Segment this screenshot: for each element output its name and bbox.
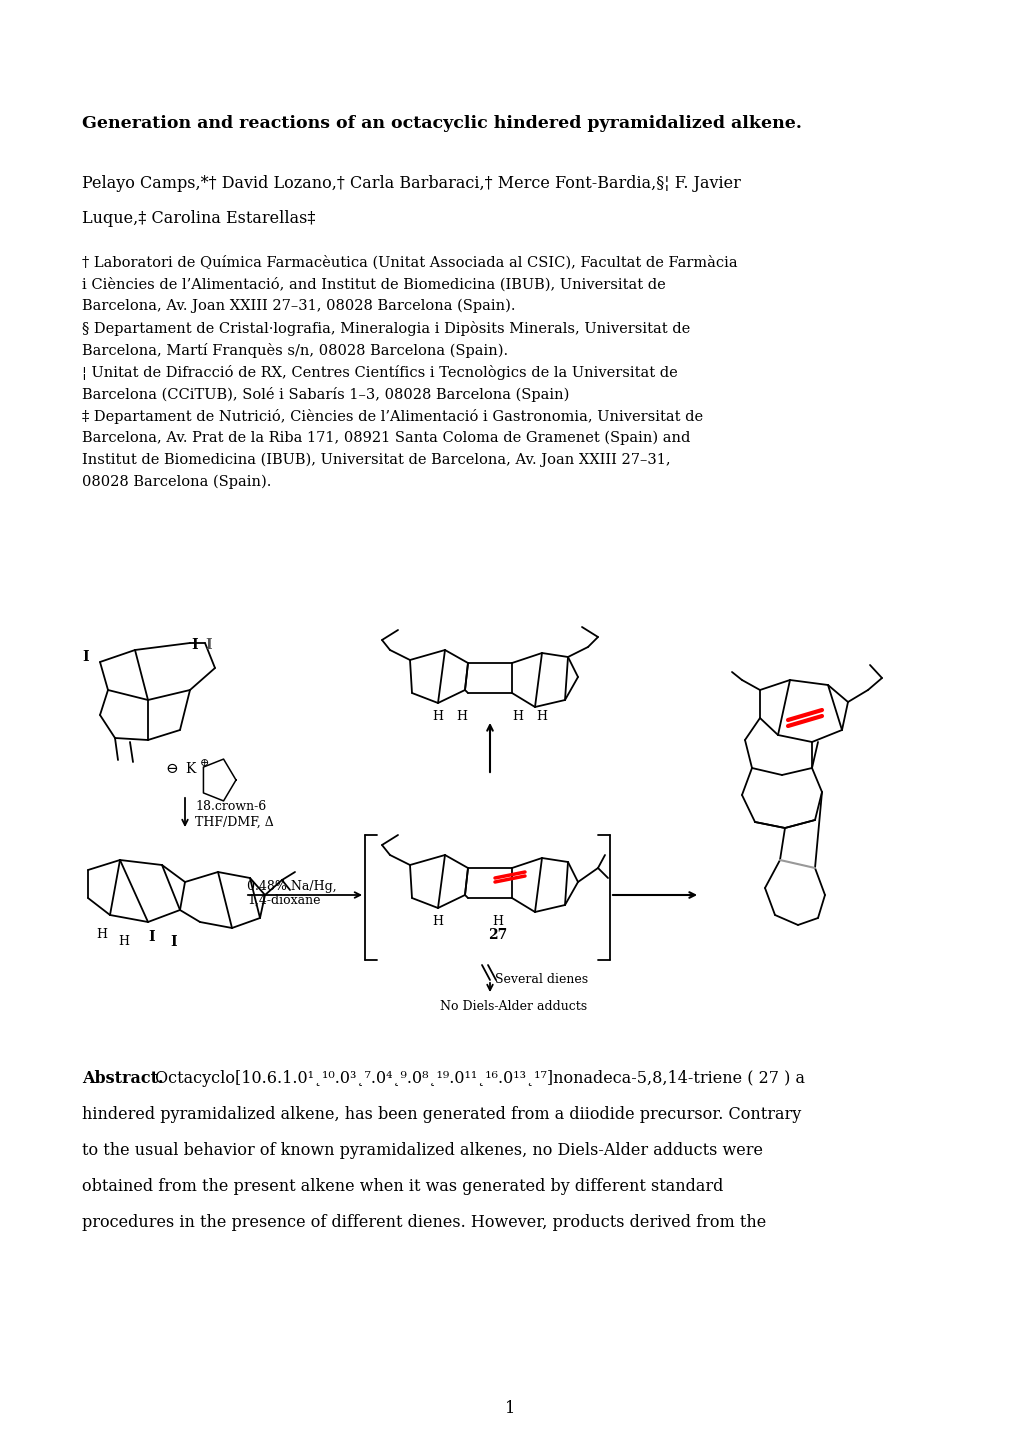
Text: to the usual behavior of known pyramidalized alkenes, no Diels-Alder adducts wer: to the usual behavior of known pyramidal… — [82, 1142, 762, 1159]
Text: Luque,‡ Carolina Estarellas‡: Luque,‡ Carolina Estarellas‡ — [82, 211, 315, 226]
Text: hindered pyramidalized alkene, has been generated from a diiodide precursor. Con: hindered pyramidalized alkene, has been … — [82, 1106, 801, 1123]
Text: No Diels-Alder adducts: No Diels-Alder adducts — [439, 999, 587, 1012]
Text: Pelayo Camps,*† David Lozano,† Carla Barbaraci,† Merce Font-Bardia,§¦ F. Javier: Pelayo Camps,*† David Lozano,† Carla Bar… — [82, 174, 740, 192]
Text: H: H — [96, 929, 107, 942]
Text: H: H — [512, 709, 523, 722]
Text: 1: 1 — [504, 1400, 515, 1417]
Text: ⊖: ⊖ — [165, 761, 177, 776]
Text: H: H — [432, 916, 443, 929]
Text: procedures in the presence of different dienes. However, products derived from t: procedures in the presence of different … — [82, 1214, 765, 1231]
Text: I: I — [205, 637, 211, 652]
Text: H: H — [492, 916, 503, 929]
Text: Barcelona, Av. Joan XXIII 27–31, 08028 Barcelona (Spain).: Barcelona, Av. Joan XXIII 27–31, 08028 B… — [82, 298, 515, 313]
Text: obtained from the present alkene when it was generated by different standard: obtained from the present alkene when it… — [82, 1178, 722, 1195]
Text: Barcelona, Martí Franquès s/n, 08028 Barcelona (Spain).: Barcelona, Martí Franquès s/n, 08028 Bar… — [82, 343, 507, 358]
Text: 0.48% Na/Hg,: 0.48% Na/Hg, — [247, 880, 336, 893]
Text: H: H — [536, 709, 547, 722]
Text: 27: 27 — [488, 929, 507, 942]
Text: Barcelona (CCiTUB), Solé i Sabarís 1–3, 08028 Barcelona (Spain): Barcelona (CCiTUB), Solé i Sabarís 1–3, … — [82, 386, 569, 402]
Text: THF/DMF, Δ: THF/DMF, Δ — [195, 816, 273, 829]
Text: 08028 Barcelona (Spain).: 08028 Barcelona (Spain). — [82, 474, 271, 489]
Text: I: I — [170, 934, 176, 949]
Text: Generation and reactions of an octacyclic hindered pyramidalized alkene.: Generation and reactions of an octacycli… — [82, 115, 801, 133]
Text: i Ciències de l’Alimentació, and Institut de Biomedicina (IBUB), Universitat de: i Ciències de l’Alimentació, and Institu… — [82, 277, 665, 291]
Text: H: H — [118, 934, 128, 947]
Text: ⊕: ⊕ — [200, 758, 209, 769]
Text: K: K — [184, 761, 196, 776]
Text: Abstract.: Abstract. — [82, 1070, 163, 1087]
Text: ¦ Unitat de Difracció de RX, Centres Científics i Tecnològics de la Universitat : ¦ Unitat de Difracció de RX, Centres Cie… — [82, 365, 677, 381]
Text: I: I — [82, 650, 89, 663]
Text: I: I — [191, 637, 198, 652]
Text: § Departament de Cristal·lografia, Mineralogia i Dipòsits Minerals, Universitat : § Departament de Cristal·lografia, Miner… — [82, 322, 690, 336]
Text: H: H — [457, 709, 467, 722]
Text: Barcelona, Av. Prat de la Riba 171, 08921 Santa Coloma de Gramenet (Spain) and: Barcelona, Av. Prat de la Riba 171, 0892… — [82, 431, 690, 446]
Text: I: I — [148, 930, 155, 945]
Text: 1,4-dioxane: 1,4-dioxane — [247, 894, 320, 907]
Text: H: H — [432, 709, 443, 722]
Text: Octacyclo[10.6.1.0¹˛¹⁰.0³˛⁷.0⁴˛⁹.0⁸˛¹⁹.0¹¹˛¹⁶.0¹³˛¹⁷]nonadeca-5,8,14-triene ( 27: Octacyclo[10.6.1.0¹˛¹⁰.0³˛⁷.0⁴˛⁹.0⁸˛¹⁹.0… — [150, 1070, 804, 1087]
Text: † Laboratori de Química Farmacèutica (Unitat Associada al CSIC), Facultat de Far: † Laboratori de Química Farmacèutica (Un… — [82, 255, 737, 270]
Text: 18.crown-6: 18.crown-6 — [195, 800, 266, 813]
Text: Institut de Biomedicina (IBUB), Universitat de Barcelona, Av. Joan XXIII 27–31,: Institut de Biomedicina (IBUB), Universi… — [82, 453, 669, 467]
Text: ‡ Departament de Nutrició, Ciències de l’Alimentació i Gastronomia, Universitat : ‡ Departament de Nutrició, Ciències de l… — [82, 410, 702, 424]
Text: Several dienes: Several dienes — [494, 973, 588, 986]
